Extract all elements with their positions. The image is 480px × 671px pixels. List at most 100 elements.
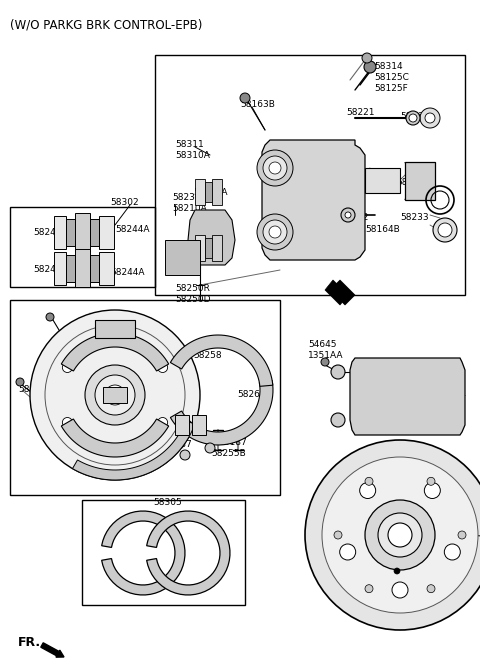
Text: 58305: 58305 [153, 498, 182, 507]
Circle shape [341, 208, 355, 222]
Polygon shape [89, 254, 98, 282]
Polygon shape [65, 219, 74, 246]
Circle shape [388, 523, 412, 547]
Circle shape [105, 385, 125, 405]
Bar [405, 162, 435, 200]
Text: 58257: 58257 [193, 340, 222, 349]
Circle shape [257, 214, 293, 250]
Polygon shape [204, 183, 212, 202]
Circle shape [157, 417, 168, 427]
Circle shape [16, 378, 24, 386]
Circle shape [360, 482, 376, 499]
Circle shape [365, 477, 373, 485]
Text: 58244A: 58244A [33, 265, 68, 274]
Polygon shape [72, 421, 195, 480]
Circle shape [263, 156, 287, 180]
Polygon shape [212, 236, 222, 260]
Circle shape [240, 93, 250, 103]
Text: 58411D: 58411D [355, 418, 391, 427]
Text: 58311: 58311 [175, 140, 204, 149]
Text: 58414: 58414 [365, 576, 394, 585]
Polygon shape [350, 358, 465, 435]
Polygon shape [195, 236, 204, 260]
Circle shape [157, 362, 168, 372]
Circle shape [269, 162, 281, 174]
Text: FR.: FR. [18, 636, 41, 649]
Text: 58323: 58323 [85, 314, 114, 323]
Text: 54645: 54645 [308, 340, 336, 349]
Polygon shape [212, 179, 222, 205]
Circle shape [365, 584, 373, 592]
Text: 58251A: 58251A [55, 440, 90, 449]
Polygon shape [165, 240, 200, 275]
Text: 58323: 58323 [18, 385, 47, 394]
Circle shape [409, 114, 417, 122]
Circle shape [62, 362, 72, 372]
Text: 58187: 58187 [218, 438, 247, 447]
Circle shape [321, 358, 329, 366]
Circle shape [205, 443, 215, 453]
Circle shape [427, 477, 435, 485]
Circle shape [420, 108, 440, 128]
Text: 58235C: 58235C [365, 168, 400, 177]
Circle shape [46, 313, 54, 321]
Text: 58244A: 58244A [33, 228, 68, 237]
Circle shape [444, 544, 460, 560]
Text: 58250R: 58250R [175, 284, 210, 293]
Text: 58221: 58221 [346, 108, 374, 117]
Circle shape [331, 365, 345, 379]
Bar [82, 500, 245, 605]
Polygon shape [170, 335, 273, 386]
Text: 58125F: 58125F [374, 84, 408, 93]
Polygon shape [98, 252, 113, 285]
Circle shape [345, 212, 351, 218]
Circle shape [427, 584, 435, 592]
Polygon shape [212, 236, 222, 260]
Circle shape [392, 582, 408, 598]
Polygon shape [330, 280, 355, 305]
Text: 58163B: 58163B [240, 100, 275, 109]
Circle shape [364, 61, 376, 73]
Circle shape [263, 220, 287, 244]
Bar [365, 168, 400, 193]
Circle shape [425, 113, 435, 123]
Circle shape [62, 417, 72, 427]
Polygon shape [204, 238, 212, 258]
Text: 58244A: 58244A [115, 225, 149, 234]
Circle shape [334, 531, 342, 539]
Polygon shape [53, 252, 65, 285]
Text: 58310A: 58310A [175, 151, 210, 160]
Circle shape [378, 513, 422, 557]
Text: 58164B: 58164B [400, 112, 435, 121]
Text: 58302: 58302 [111, 198, 139, 207]
Circle shape [458, 531, 466, 539]
Circle shape [269, 226, 281, 238]
Circle shape [95, 375, 135, 415]
Text: 58268A: 58268A [237, 390, 272, 399]
Polygon shape [170, 380, 273, 445]
Text: 58222: 58222 [340, 213, 368, 222]
Polygon shape [146, 511, 230, 595]
Polygon shape [195, 179, 204, 205]
Polygon shape [102, 511, 185, 595]
Text: 58230: 58230 [172, 193, 201, 202]
Bar [192, 415, 206, 435]
Polygon shape [204, 238, 212, 258]
Text: 58244A: 58244A [193, 188, 228, 197]
Circle shape [365, 500, 435, 570]
Polygon shape [53, 215, 65, 248]
Polygon shape [74, 213, 89, 251]
Polygon shape [65, 254, 74, 282]
Circle shape [406, 111, 420, 125]
Text: 58258: 58258 [193, 351, 222, 360]
Bar [175, 415, 189, 435]
Polygon shape [89, 219, 98, 246]
Circle shape [322, 457, 478, 613]
Circle shape [438, 223, 452, 237]
Circle shape [30, 310, 200, 480]
Bar [95, 320, 135, 338]
Text: 58210A: 58210A [172, 204, 207, 213]
Bar [103, 387, 127, 403]
Text: 58232: 58232 [396, 178, 424, 187]
Text: 58233: 58233 [400, 213, 429, 222]
